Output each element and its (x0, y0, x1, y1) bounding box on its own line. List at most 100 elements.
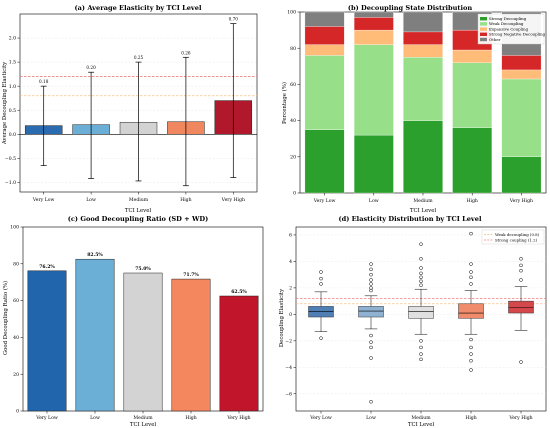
panel-c-xlabel: TCI Level (130, 422, 157, 428)
panel-a-xlabel: TCI Level (125, 208, 152, 214)
stacked-segment (501, 156, 542, 194)
outlier-point (369, 267, 373, 272)
x-tick-label: High (185, 415, 196, 421)
bar (27, 270, 67, 412)
x-tick-label: Very High (509, 198, 533, 204)
x-tick-label: Very Low (32, 197, 55, 203)
y-tick-label: 40 (13, 335, 19, 341)
outlier-point (369, 340, 373, 344)
x-tick-label: Very Low (309, 415, 332, 421)
value-label: 71.7% (183, 272, 199, 278)
legend-label: Strong coupling (1.2) (495, 237, 538, 242)
value-label: 0.25 (134, 55, 144, 60)
legend-label: Expansive Coupling (489, 26, 529, 31)
outlier-point (469, 231, 473, 236)
stacked-segment (452, 62, 493, 128)
y-tick-label: 6 (289, 233, 292, 239)
value-label: 0.20 (86, 65, 96, 70)
x-tick-label: Very Low (313, 198, 336, 204)
panel-c-title: (c) Good Decoupling Ratio (SD + WD) (68, 215, 208, 223)
legend-swatch (480, 27, 487, 31)
stacked-segment (304, 11, 345, 27)
stacked-segment (304, 26, 345, 45)
x-tick-label: Low (86, 197, 96, 203)
y-tick-label: 0 (289, 312, 292, 318)
outlier-point (319, 336, 323, 340)
y-tick-label: 1.0 (9, 84, 16, 90)
outlier-point (419, 339, 423, 343)
value-label: 0.70 (229, 17, 239, 22)
stacked-segment (304, 55, 345, 130)
box (508, 300, 534, 314)
x-tick-label: Very High (226, 415, 250, 421)
y-tick-label: 100 (10, 225, 19, 231)
panel-b-ylabel: Percentage (%) (281, 82, 288, 124)
bar (123, 272, 163, 412)
outlier-point (469, 337, 473, 342)
x-tick-label: Low (90, 415, 100, 421)
y-tick-label: 100 (287, 10, 296, 16)
legend-swatch (480, 17, 487, 21)
y-tick-label: 60 (290, 82, 296, 88)
stacked-segment (403, 11, 443, 33)
legend-label: Strong Decoupling (489, 16, 527, 21)
legend-label: Other (489, 37, 501, 42)
outlier-point (419, 271, 423, 276)
value-label: 75.0% (135, 266, 151, 272)
outlier-point (469, 270, 473, 274)
panel-d-title: (d) Elasticity Distribution by TCI Level (339, 215, 482, 223)
outlier-point (419, 357, 423, 362)
stacked-segment (304, 129, 345, 194)
x-tick-label: Very High (221, 197, 245, 203)
stacked-segment (501, 69, 542, 80)
y-tick-label: −1.0 (5, 180, 16, 186)
outlier-point (419, 242, 423, 246)
stacked-segment (452, 127, 493, 194)
outlier-point (369, 262, 373, 266)
stacked-segment (304, 44, 345, 56)
bar (75, 258, 115, 412)
outlier-point (369, 278, 373, 282)
bar (219, 295, 259, 412)
y-tick-label: 0.0 (9, 132, 16, 138)
stacked-segment (353, 11, 394, 18)
x-tick-label: Low (366, 415, 376, 421)
x-tick-label: Low (369, 198, 379, 204)
panel-d: (d) Elasticity Distribution by TCI Level… (279, 215, 547, 428)
panel-d-xlabel: TCI Level (408, 422, 435, 428)
y-tick-label: 2 (289, 285, 292, 291)
y-tick-label: 0.5 (9, 108, 16, 114)
outlier-point (419, 352, 423, 356)
outlier-point (519, 360, 523, 364)
x-tick-label: Medium (129, 197, 149, 203)
y-tick-label: 4 (289, 259, 292, 265)
outlier-point (369, 356, 373, 360)
stacked-segment (501, 78, 542, 157)
y-tick-label: 80 (290, 46, 296, 52)
y-tick-label: 1.5 (9, 60, 16, 66)
outlier-point (469, 358, 473, 363)
y-tick-label: 0 (16, 409, 19, 415)
outlier-point (469, 262, 473, 266)
outlier-point (419, 275, 423, 280)
stacked-segment (452, 49, 493, 63)
y-tick-label: 20 (290, 154, 296, 160)
outlier-point (369, 282, 373, 286)
panel-a-ylabel: Average Decoupling Elasticity (2, 61, 8, 145)
x-tick-label: Very High (508, 415, 532, 421)
value-label: 62.5% (231, 289, 247, 295)
legend-label: Weak Decoupling (489, 21, 524, 26)
outlier-point (369, 333, 373, 338)
y-tick-label: −6 (285, 391, 292, 397)
outlier-point (519, 268, 523, 273)
panel-c: (c) Good Decoupling Ratio (SD + WD) TCI … (2, 215, 264, 428)
outlier-point (419, 257, 423, 261)
y-tick-label: 40 (290, 118, 296, 124)
outlier-point (469, 352, 473, 356)
stacked-segment (353, 44, 394, 136)
legend-box (477, 13, 545, 45)
x-tick-label: High (180, 197, 191, 203)
stacked-segment (403, 120, 443, 194)
y-tick-label: 60 (13, 298, 19, 304)
